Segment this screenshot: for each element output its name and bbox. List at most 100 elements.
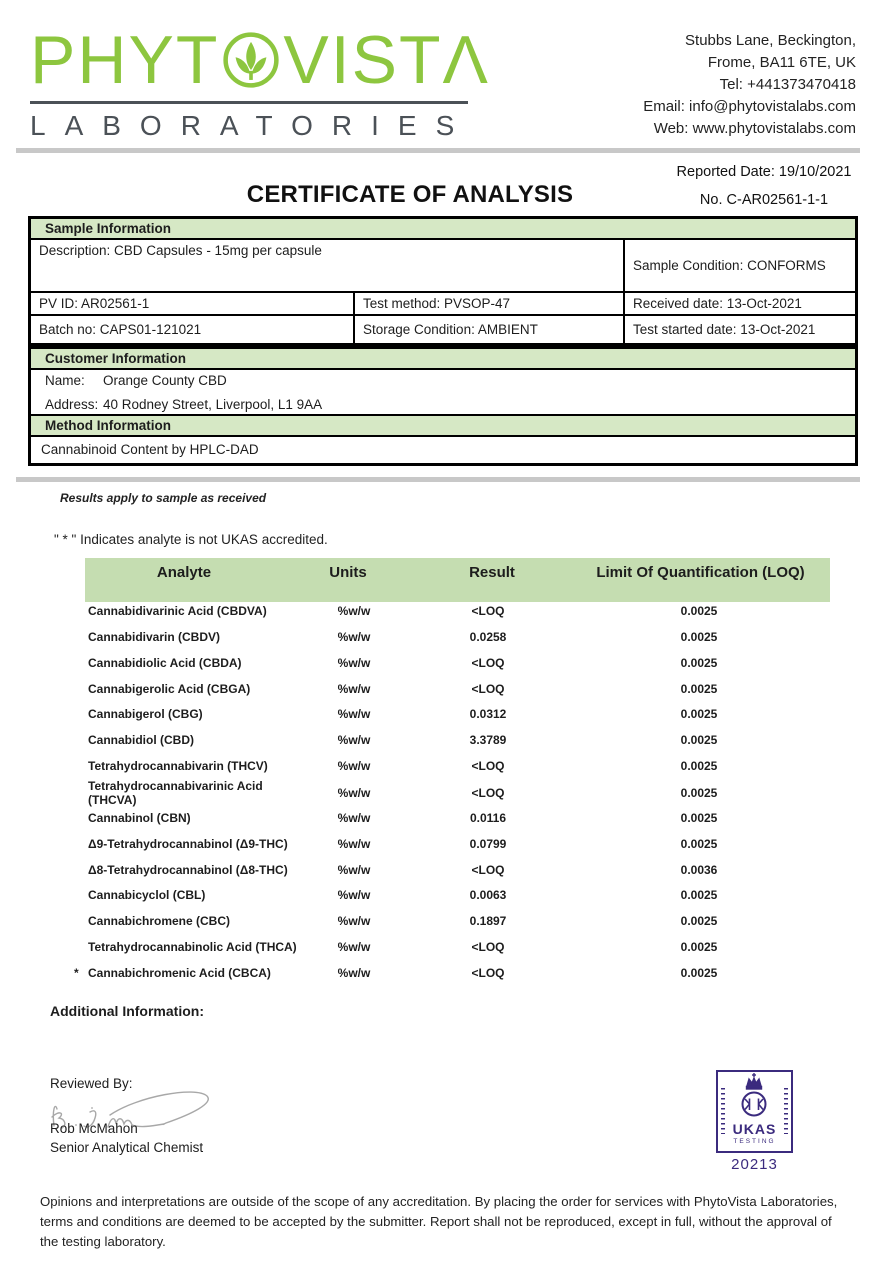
units-value: %w/w <box>337 786 371 801</box>
accreditation-note: " * " Indicates analyte is not UKAS accr… <box>54 532 328 547</box>
result-value: <LOQ <box>471 759 505 774</box>
page-title: CERTIFICATE OF ANALYSIS <box>246 181 574 208</box>
units-value: %w/w <box>337 914 371 929</box>
section-divider <box>16 477 860 482</box>
customer-name-line: Name: Orange County CBD <box>45 373 847 388</box>
ukas-ticks-left <box>721 1088 725 1134</box>
column-header-units: Units <box>329 564 367 581</box>
result-value: 3.3789 <box>469 733 507 748</box>
column-header-loq: Limit Of Quantification (LOQ) <box>596 564 805 581</box>
sample-condition: Sample Condition: CONFORMS <box>623 240 855 291</box>
reviewed-by-label: Reviewed By: <box>50 1076 133 1091</box>
loq-value: 0.0025 <box>680 681 718 696</box>
units-value: %w/w <box>337 810 371 825</box>
table-row: Cannabidivarinic Acid (CBDVA) %w/w <LOQ … <box>74 598 830 624</box>
sample-information-header: Sample Information <box>31 219 855 240</box>
loq-value: 0.0025 <box>680 810 718 825</box>
result-value: 0.1897 <box>469 914 507 929</box>
column-header-analyte: Analyte <box>156 564 212 581</box>
result-value: 0.0799 <box>469 836 507 851</box>
loq-value: 0.0025 <box>680 707 718 722</box>
reviewer-role: Senior Analytical Chemist <box>50 1140 204 1155</box>
ukas-accreditation-mark: UKAS TESTING 20213 <box>716 1070 793 1173</box>
logo-text-vist: VIST <box>283 22 443 98</box>
contact-address-line2: Frome, BA11 6TE, UK <box>707 54 856 71</box>
additional-information-label: Additional Information: <box>50 1003 204 1019</box>
sample-description-row: Description: CBD Capsules - 15mg per cap… <box>31 240 855 293</box>
customer-information-header: Customer Information <box>31 349 855 370</box>
pv-id: PV ID: AR02561-1 <box>39 296 150 311</box>
analyte-name: Δ8-Tetrahydrocannabinol (Δ8-THC) <box>88 862 288 877</box>
table-row: Tetrahydrocannabivarinic Acid (THCVA) %w… <box>74 779 830 807</box>
table-row: Cannabigerol (CBG) %w/w 0.0312 0.0025 <box>74 701 830 727</box>
sample-id-row: PV ID: AR02561-1 Test method: PVSOP-47 R… <box>31 293 855 316</box>
test-started-date: Test started date: 13-Oct-2021 <box>623 316 855 343</box>
loq-value: 0.0025 <box>680 603 718 618</box>
units-value: %w/w <box>337 707 371 722</box>
analyte-name: Cannabidiol (CBD) <box>88 733 194 748</box>
units-value: %w/w <box>337 965 371 980</box>
result-value: <LOQ <box>471 655 505 670</box>
units-value: %w/w <box>337 655 371 670</box>
table-row: Cannabichromene (CBC) %w/w 0.1897 0.0025 <box>74 908 830 934</box>
result-value: <LOQ <box>471 965 505 980</box>
loq-value: 0.0025 <box>680 836 718 851</box>
result-value: 0.0312 <box>469 707 507 722</box>
customer-information-section: Customer Information Name: Orange County… <box>28 346 858 466</box>
result-value: 0.0258 <box>469 629 507 644</box>
units-value: %w/w <box>337 862 371 877</box>
customer-details: Name: Orange County CBD Address: 40 Rodn… <box>31 370 855 414</box>
loq-value: 0.0025 <box>680 914 718 929</box>
table-row: Cannabinol (CBN) %w/w 0.0116 0.0025 <box>74 805 830 831</box>
analyte-name: Cannabidivarinic Acid (CBDVA) <box>88 603 267 618</box>
result-value: <LOQ <box>471 786 505 801</box>
results-table-header: Analyte Units Result Limit Of Quantifica… <box>85 558 830 602</box>
units-value: %w/w <box>337 603 371 618</box>
analyte-name: Cannabidiolic Acid (CBDA) <box>88 655 242 670</box>
result-value: <LOQ <box>471 681 505 696</box>
customer-name-label: Name: <box>45 373 85 388</box>
analyte-name: Tetrahydrocannabivarin (THCV) <box>88 759 268 774</box>
loq-value: 0.0025 <box>680 786 718 801</box>
method-information-header: Method Information <box>31 414 855 437</box>
contact-phone: Tel: +441373470418 <box>719 76 856 93</box>
column-header-result: Result <box>469 564 515 581</box>
table-row: Cannabicyclol (CBL) %w/w 0.0063 0.0025 <box>74 882 830 908</box>
sample-batch-row: Batch no: CAPS01-121021 Storage Conditio… <box>31 316 855 343</box>
certificate-number: No. C-AR02561-1-1 <box>699 192 829 208</box>
contact-web: Web: www.phytovistalabs.com <box>653 120 856 137</box>
contact-address-line1: Stubbs Lane, Beckington, <box>685 32 856 49</box>
table-row: Tetrahydrocannabinolic Acid (THCA) %w/w … <box>74 934 830 960</box>
loq-value: 0.0025 <box>680 733 718 748</box>
table-row: Cannabidiol (CBD) %w/w 3.3789 0.0025 <box>74 727 830 753</box>
ukas-subtitle: TESTING <box>733 1138 776 1145</box>
ukas-number: 20213 <box>731 1156 778 1173</box>
contact-info: Stubbs Lane, Beckington, Frome, BA11 6TE… <box>643 30 856 140</box>
sample-description: Description: CBD Capsules - 15mg per cap… <box>39 243 322 258</box>
table-row: Δ9-Tetrahydrocannabinol (Δ9-THC) %w/w 0.… <box>74 831 830 857</box>
logo-text-a: Λ <box>442 22 490 98</box>
loq-value: 0.0025 <box>680 759 718 774</box>
ukas-ticks-right <box>784 1088 788 1134</box>
table-row: * Cannabichromenic Acid (CBCA) %w/w <LOQ… <box>74 960 830 986</box>
result-value: 0.0063 <box>469 888 507 903</box>
loq-value: 0.0025 <box>680 888 718 903</box>
customer-address-line: Address: 40 Rodney Street, Liverpool, L1… <box>45 397 847 412</box>
ukas-crown-icon <box>741 1073 767 1117</box>
contact-email: Email: info@phytovistalabs.com <box>643 98 856 115</box>
batch-no: Batch no: CAPS01-121021 <box>39 322 202 337</box>
analyte-name: Tetrahydrocannabinolic Acid (THCA) <box>88 940 297 955</box>
test-method: Test method: PVSOP-47 <box>353 293 623 314</box>
sample-information-section: Sample Information Description: CBD Caps… <box>28 216 858 346</box>
not-accredited-flag: * <box>74 965 79 980</box>
logo-divider-line <box>30 101 468 104</box>
logo-text-phyt: PHYT <box>30 22 220 98</box>
table-row: Cannabidivarin (CBDV) %w/w 0.0258 0.0025 <box>74 624 830 650</box>
analyte-name: Cannabichromene (CBC) <box>88 914 231 929</box>
ukas-logo: UKAS TESTING <box>716 1070 793 1153</box>
units-value: %w/w <box>337 888 371 903</box>
result-value: <LOQ <box>471 603 505 618</box>
leaf-icon <box>223 32 279 88</box>
footer-disclaimer: Opinions and interpretations are outside… <box>40 1194 838 1249</box>
analyte-name: Cannabigerolic Acid (CBGA) <box>88 681 251 696</box>
